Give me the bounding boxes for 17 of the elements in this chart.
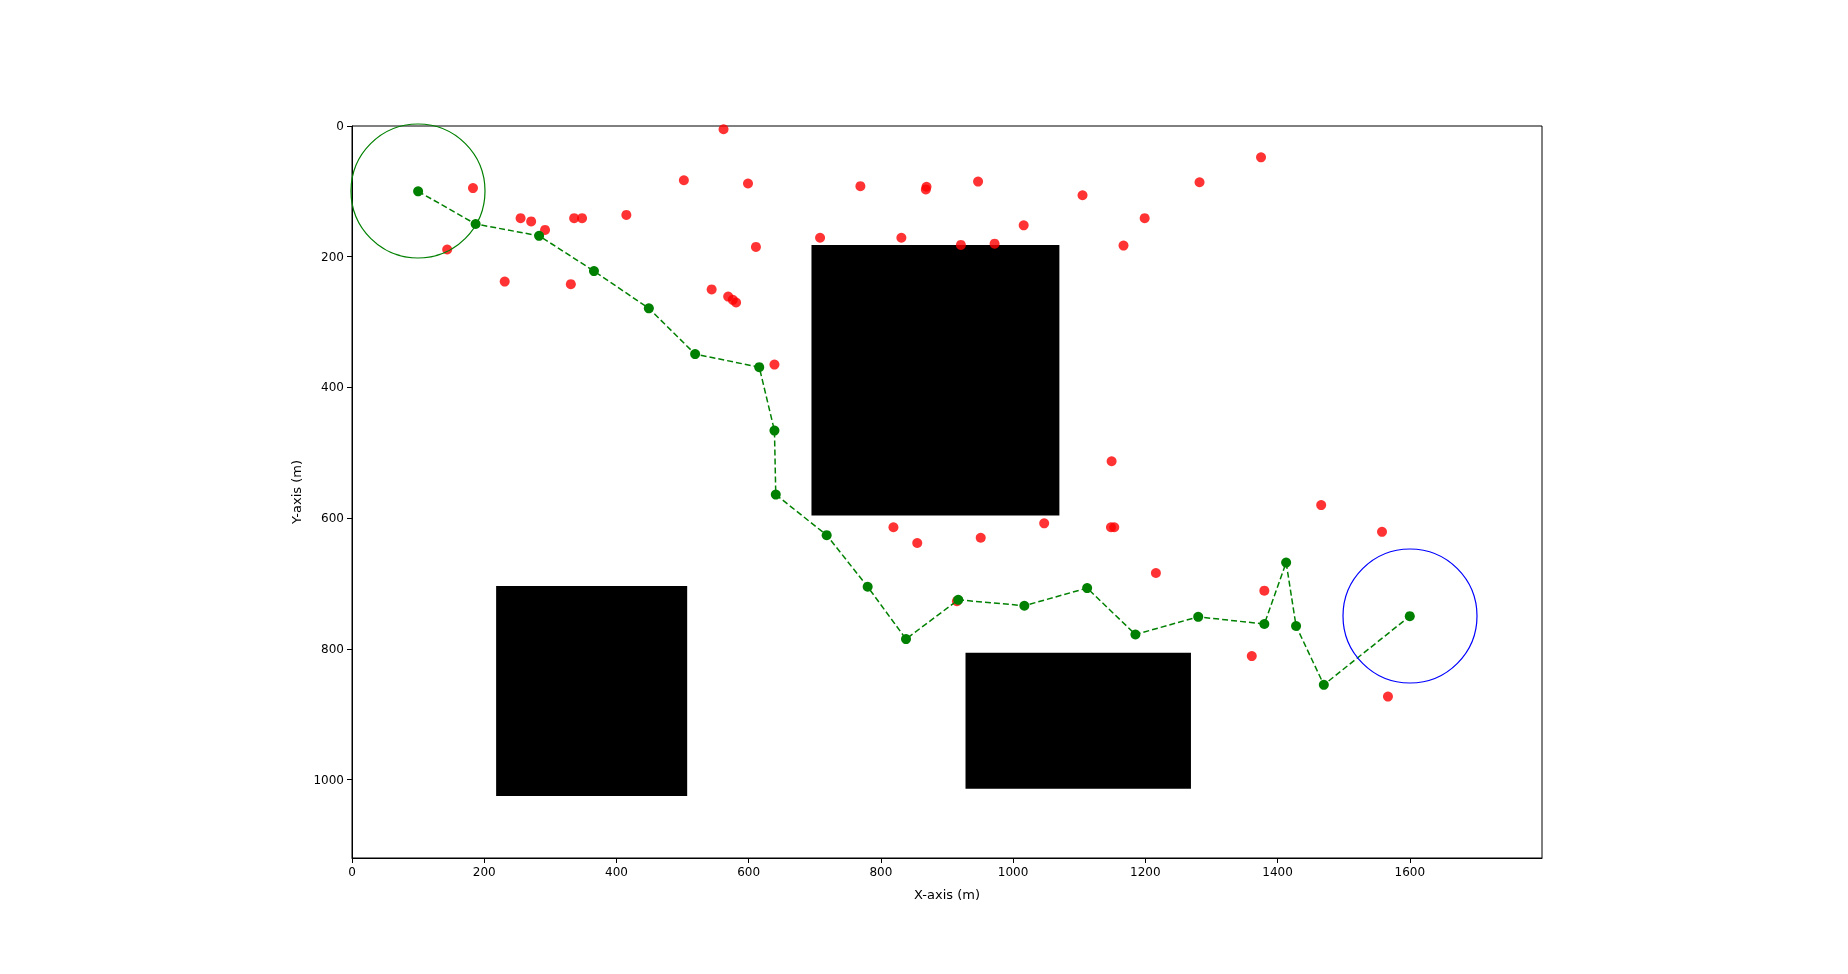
y-tick-label: 600 [321, 511, 344, 526]
y-tick-label: 0 [336, 119, 344, 133]
y-axis-title: Y-axis (m) [288, 459, 304, 526]
x-axis-title: X-axis (m) [914, 887, 980, 902]
y-tick-label: 400 [321, 380, 344, 395]
x-tick-label: 1200 [1130, 865, 1161, 879]
y-tick-label: 1000 [313, 772, 344, 787]
x-tick-label: 600 [737, 865, 761, 879]
y-tick-label: 800 [321, 641, 344, 656]
x-tick-label: 1600 [1394, 865, 1426, 879]
x-tick-label: 0 [348, 865, 356, 879]
x-tick-label: 400 [604, 865, 628, 879]
y-tick-label: 200 [321, 249, 344, 264]
x-tick-label: 200 [472, 865, 496, 879]
x-tick-label: 1400 [1262, 865, 1293, 879]
x-tick-label: 1000 [997, 865, 1029, 879]
x-tick-label: 800 [869, 865, 893, 879]
